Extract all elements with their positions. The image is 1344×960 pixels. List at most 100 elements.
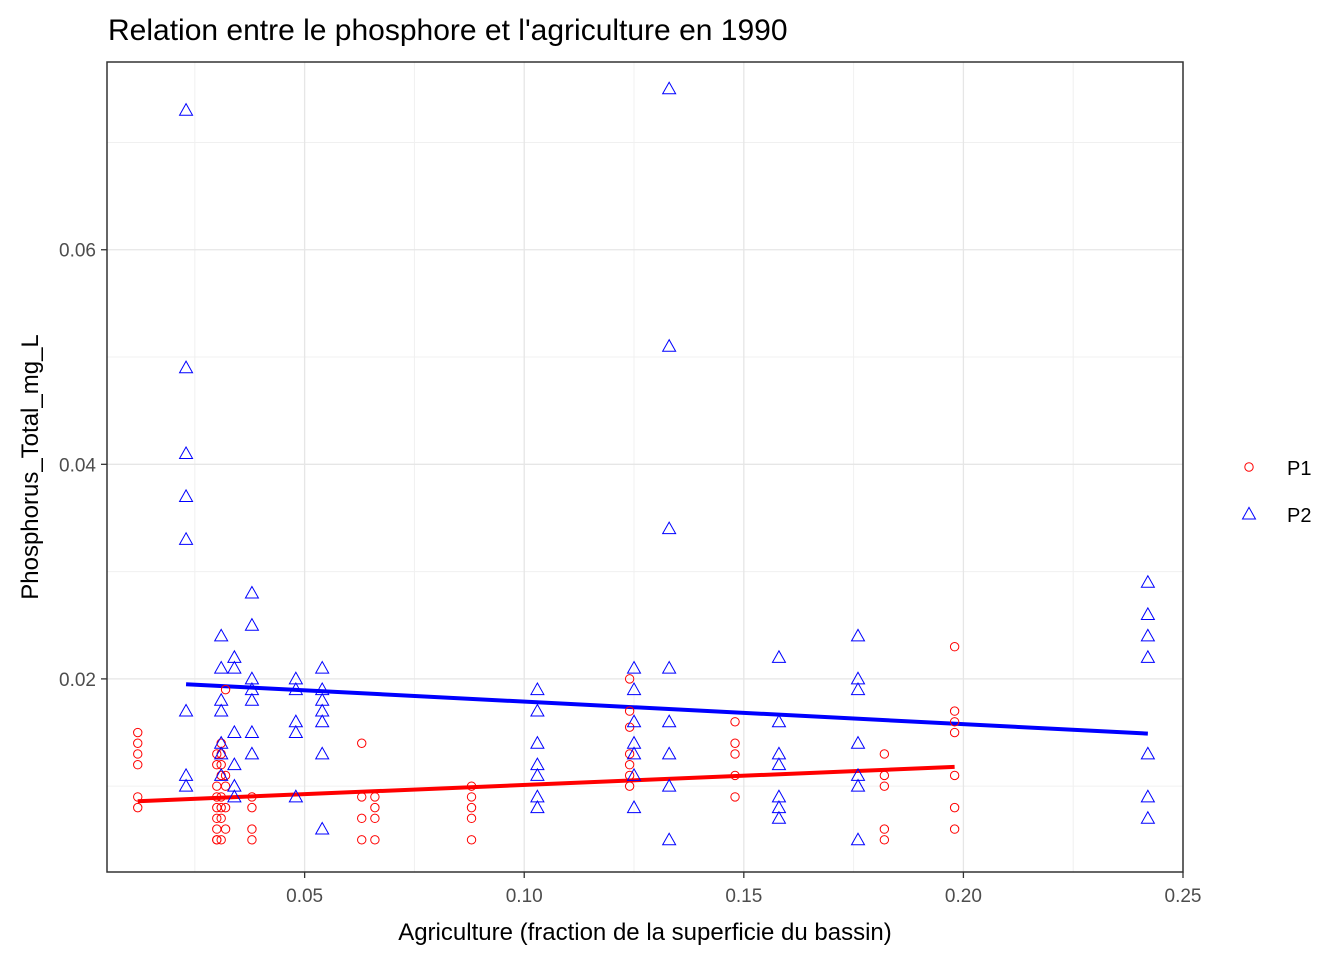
- point-p2: [661, 338, 677, 352]
- point-p1: [730, 717, 740, 727]
- point-p1: [730, 738, 740, 748]
- point-p2: [1140, 649, 1156, 663]
- point-p2: [178, 778, 194, 792]
- point-p2: [850, 628, 866, 642]
- point-p1: [357, 792, 367, 802]
- point-p1: [730, 770, 740, 781]
- point-p1: [216, 802, 226, 813]
- point-p1: [466, 792, 477, 802]
- point-p1: [466, 802, 477, 813]
- plot-background: [107, 62, 1183, 872]
- plot-border: [106, 61, 1184, 873]
- point-p1: [247, 835, 257, 845]
- point-p2: [626, 660, 642, 674]
- point-p1: [730, 749, 740, 759]
- point-p1: [949, 717, 960, 727]
- legend: P1 P2: [1241, 458, 1311, 527]
- y-axis: 0.02 0.04 0.06: [59, 241, 107, 691]
- point-p2: [227, 789, 242, 803]
- point-p2: [244, 585, 260, 599]
- point-p1: [466, 781, 477, 791]
- point-p1: [370, 792, 380, 802]
- point-p2: [661, 660, 677, 674]
- point-p2: [626, 681, 642, 696]
- point-p1: [247, 792, 257, 802]
- point-p1: [624, 674, 635, 684]
- point-p1: [466, 813, 477, 824]
- point-p1: [466, 835, 477, 845]
- point-p2: [661, 714, 677, 728]
- point-p2: [227, 757, 242, 771]
- point-p2: [626, 767, 642, 781]
- x-axis: 0.05 0.10 0.15 0.20 0.25: [286, 872, 1201, 907]
- point-p1: [216, 813, 226, 824]
- point-p1: [879, 770, 890, 781]
- y-tick-label: 0.04: [59, 455, 96, 476]
- point-p2: [178, 531, 194, 545]
- point-p2: [1140, 574, 1156, 588]
- point-p1: [624, 749, 635, 759]
- point-p2: [661, 746, 677, 760]
- point-p2: [850, 735, 866, 749]
- point-p1: [220, 770, 231, 781]
- point-p2: [213, 628, 229, 642]
- point-p1: [220, 684, 231, 695]
- point-p2: [850, 832, 866, 846]
- legend-key-p1: [1244, 462, 1254, 472]
- point-p2: [314, 821, 330, 835]
- point-p2: [661, 521, 677, 535]
- point-p2: [178, 488, 194, 502]
- point-p2: [771, 649, 787, 663]
- legend-key-p2: [1241, 506, 1257, 520]
- point-p2: [314, 660, 330, 674]
- point-p1: [357, 835, 367, 845]
- point-p1: [216, 792, 226, 802]
- point-p2: [314, 714, 330, 728]
- point-p2: [314, 746, 330, 760]
- point-p1: [212, 749, 222, 759]
- y-tick-label: 0.06: [59, 241, 96, 262]
- trend-line-p1: [137, 764, 955, 804]
- x-tick-label: 0.20: [945, 886, 982, 907]
- point-p1: [624, 781, 635, 791]
- point-p1: [624, 770, 635, 781]
- point-p1: [879, 781, 890, 791]
- point-p2: [178, 703, 194, 717]
- point-p2: [661, 832, 677, 846]
- trend-lines: [137, 682, 1148, 804]
- point-p1: [949, 802, 960, 813]
- point-p1: [212, 835, 222, 845]
- point-p1: [624, 760, 635, 770]
- point-p2: [288, 681, 304, 696]
- point-p1: [220, 824, 231, 834]
- point-p2: [850, 778, 866, 792]
- point-p1: [133, 792, 143, 802]
- point-p2: [661, 778, 677, 792]
- point-p2: [530, 735, 545, 749]
- point-p1: [216, 835, 226, 845]
- point-p2: [244, 746, 260, 760]
- point-p1: [247, 824, 257, 834]
- chart-title: Relation entre le phosphore et l'agricul…: [108, 14, 788, 47]
- point-p2: [530, 703, 545, 717]
- x-tick-label: 0.15: [725, 886, 762, 907]
- point-p1: [879, 835, 890, 845]
- point-p2: [771, 810, 787, 824]
- point-p1: [949, 642, 960, 652]
- point-p2: [227, 660, 242, 674]
- point-p2: [850, 681, 866, 696]
- point-p1: [357, 813, 367, 824]
- y-tick-label: 0.02: [59, 670, 96, 691]
- x-tick-label: 0.25: [1165, 886, 1202, 907]
- point-p1: [879, 749, 890, 759]
- point-p2: [1140, 746, 1156, 760]
- point-p1: [220, 802, 231, 813]
- point-p2: [1140, 606, 1156, 620]
- point-p1: [212, 813, 222, 824]
- point-p2: [244, 617, 260, 631]
- point-p2: [1140, 789, 1156, 803]
- x-tick-label: 0.05: [286, 886, 323, 907]
- point-p2: [178, 102, 194, 116]
- point-p1: [133, 760, 143, 770]
